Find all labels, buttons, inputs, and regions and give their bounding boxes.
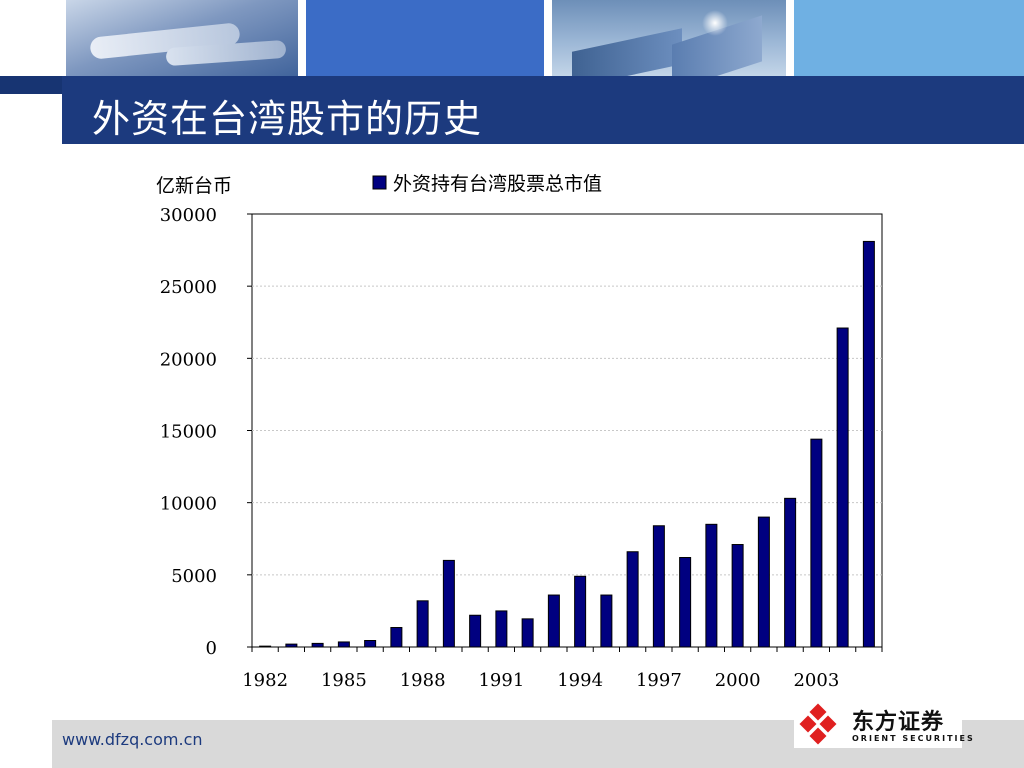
- footer-url[interactable]: www.dfzq.com.cn: [62, 730, 203, 749]
- bar: [679, 557, 692, 648]
- logo-diamond: [799, 715, 817, 733]
- legend-label: 外资持有台湾股票总市值: [393, 173, 602, 195]
- title-band-notch: [0, 76, 62, 94]
- y-axis-label: 亿新台币: [156, 175, 232, 197]
- bar: [862, 240, 875, 648]
- slide-title: 外资在台湾股市的历史: [92, 97, 483, 141]
- bar: [574, 575, 587, 648]
- title-band-gap: [0, 94, 62, 144]
- x-tick-label: 1988: [400, 670, 446, 691]
- bar: [705, 523, 718, 648]
- bar: [364, 640, 377, 648]
- header-photo-strip: [0, 0, 1024, 91]
- y-tick-label: 10000: [160, 494, 217, 515]
- bar: [731, 544, 744, 648]
- y-tick-label: 20000: [160, 349, 217, 370]
- y-tick-label: 15000: [160, 422, 217, 443]
- y-tick-label: 5000: [171, 566, 217, 587]
- bar: [652, 525, 665, 648]
- bar: [416, 600, 429, 648]
- logo-subtitle: ORIENT SECURITIES: [852, 734, 975, 743]
- bar: [600, 594, 613, 648]
- bar: [259, 645, 272, 648]
- x-tick-label: 2003: [793, 670, 839, 691]
- logo-diamond: [809, 703, 827, 721]
- bar: [285, 643, 298, 648]
- x-tick-label: 2000: [715, 670, 761, 691]
- bar: [311, 642, 324, 648]
- legend-swatch: [372, 175, 387, 190]
- company-logo: [794, 700, 962, 748]
- x-tick-label: 1982: [242, 670, 288, 691]
- title-band: [0, 76, 1024, 144]
- bar: [521, 618, 534, 648]
- header-photo-hands: [66, 0, 298, 76]
- logo-mark-icon: [799, 703, 837, 745]
- bar: [836, 327, 849, 648]
- header-panel-blue: [306, 0, 544, 76]
- bar: [626, 551, 639, 648]
- logo-diamond: [819, 715, 837, 733]
- bar: [810, 438, 823, 648]
- y-tick-label: 25000: [160, 277, 217, 298]
- bar: [337, 641, 350, 648]
- sun-flare: [702, 10, 728, 36]
- logo-diamond: [809, 727, 827, 745]
- x-tick-label: 1997: [636, 670, 682, 691]
- x-tick-label: 1991: [478, 670, 524, 691]
- x-tick-label: 1994: [557, 670, 603, 691]
- bar: [469, 614, 482, 648]
- bar: [495, 610, 508, 648]
- bar: [390, 627, 403, 648]
- y-tick-label: 0: [206, 638, 217, 659]
- bar: [757, 516, 770, 648]
- logo-name: 东方证券: [852, 710, 945, 735]
- header-photo-buildings: [552, 0, 786, 91]
- header-panel-lightblue: [794, 0, 1024, 76]
- y-tick-label: 30000: [160, 205, 217, 226]
- bar: [547, 594, 560, 648]
- x-tick-label: 1985: [321, 670, 367, 691]
- bar: [784, 497, 797, 648]
- bar: [442, 559, 455, 648]
